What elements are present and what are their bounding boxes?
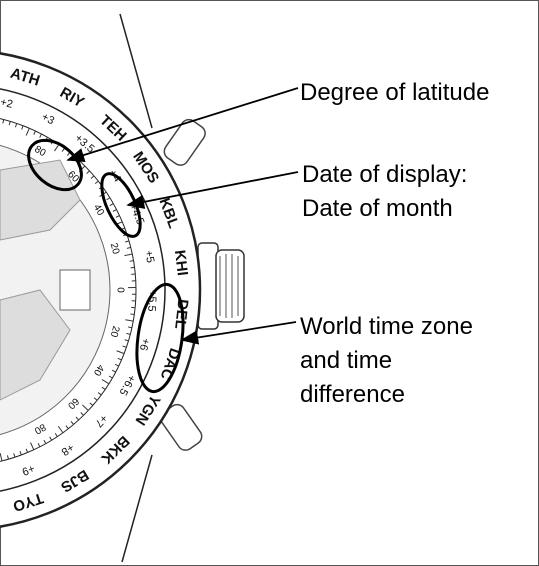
tick [130, 314, 134, 315]
annotation: difference [300, 381, 405, 408]
diagram: ATHRIYTEHMOSKBLKHIDELDACYGNBKKBJSTYO+2+3… [0, 0, 539, 566]
tick [131, 267, 135, 268]
tick [130, 261, 134, 262]
city-code: KHI [171, 249, 191, 277]
crown [198, 243, 244, 329]
latitude-number: 0 [114, 287, 125, 293]
annotation: World time zone [300, 313, 473, 340]
annotation: Date of month [302, 195, 453, 222]
time-difference: +5 [142, 249, 156, 263]
annotation: Date of display: [302, 161, 467, 188]
annotation: Degree of latitude [300, 79, 489, 106]
page: ATHRIYTEHMOSKBLKHIDELDACYGNBKKBJSTYO+2+3… [0, 0, 539, 566]
annotation: and time [300, 347, 392, 374]
